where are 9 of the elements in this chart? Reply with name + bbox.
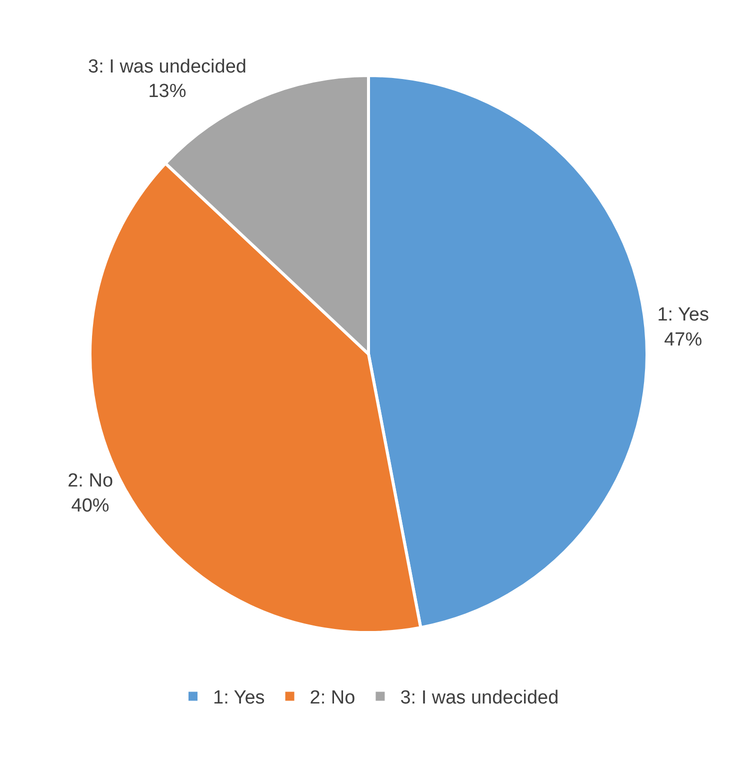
data-label: 40% (71, 495, 110, 516)
slice-label: 3: I was undecided (88, 56, 246, 78)
slice-label: 1: Yes (657, 304, 709, 326)
data-label: 47% (664, 329, 702, 350)
legend-label: 1: Yes (213, 688, 265, 709)
legend-label: 3: I was undecided (400, 688, 559, 709)
slice-label: 2: No (68, 470, 114, 492)
legend-label: 2: No (310, 688, 356, 709)
data-label: 13% (148, 81, 186, 102)
